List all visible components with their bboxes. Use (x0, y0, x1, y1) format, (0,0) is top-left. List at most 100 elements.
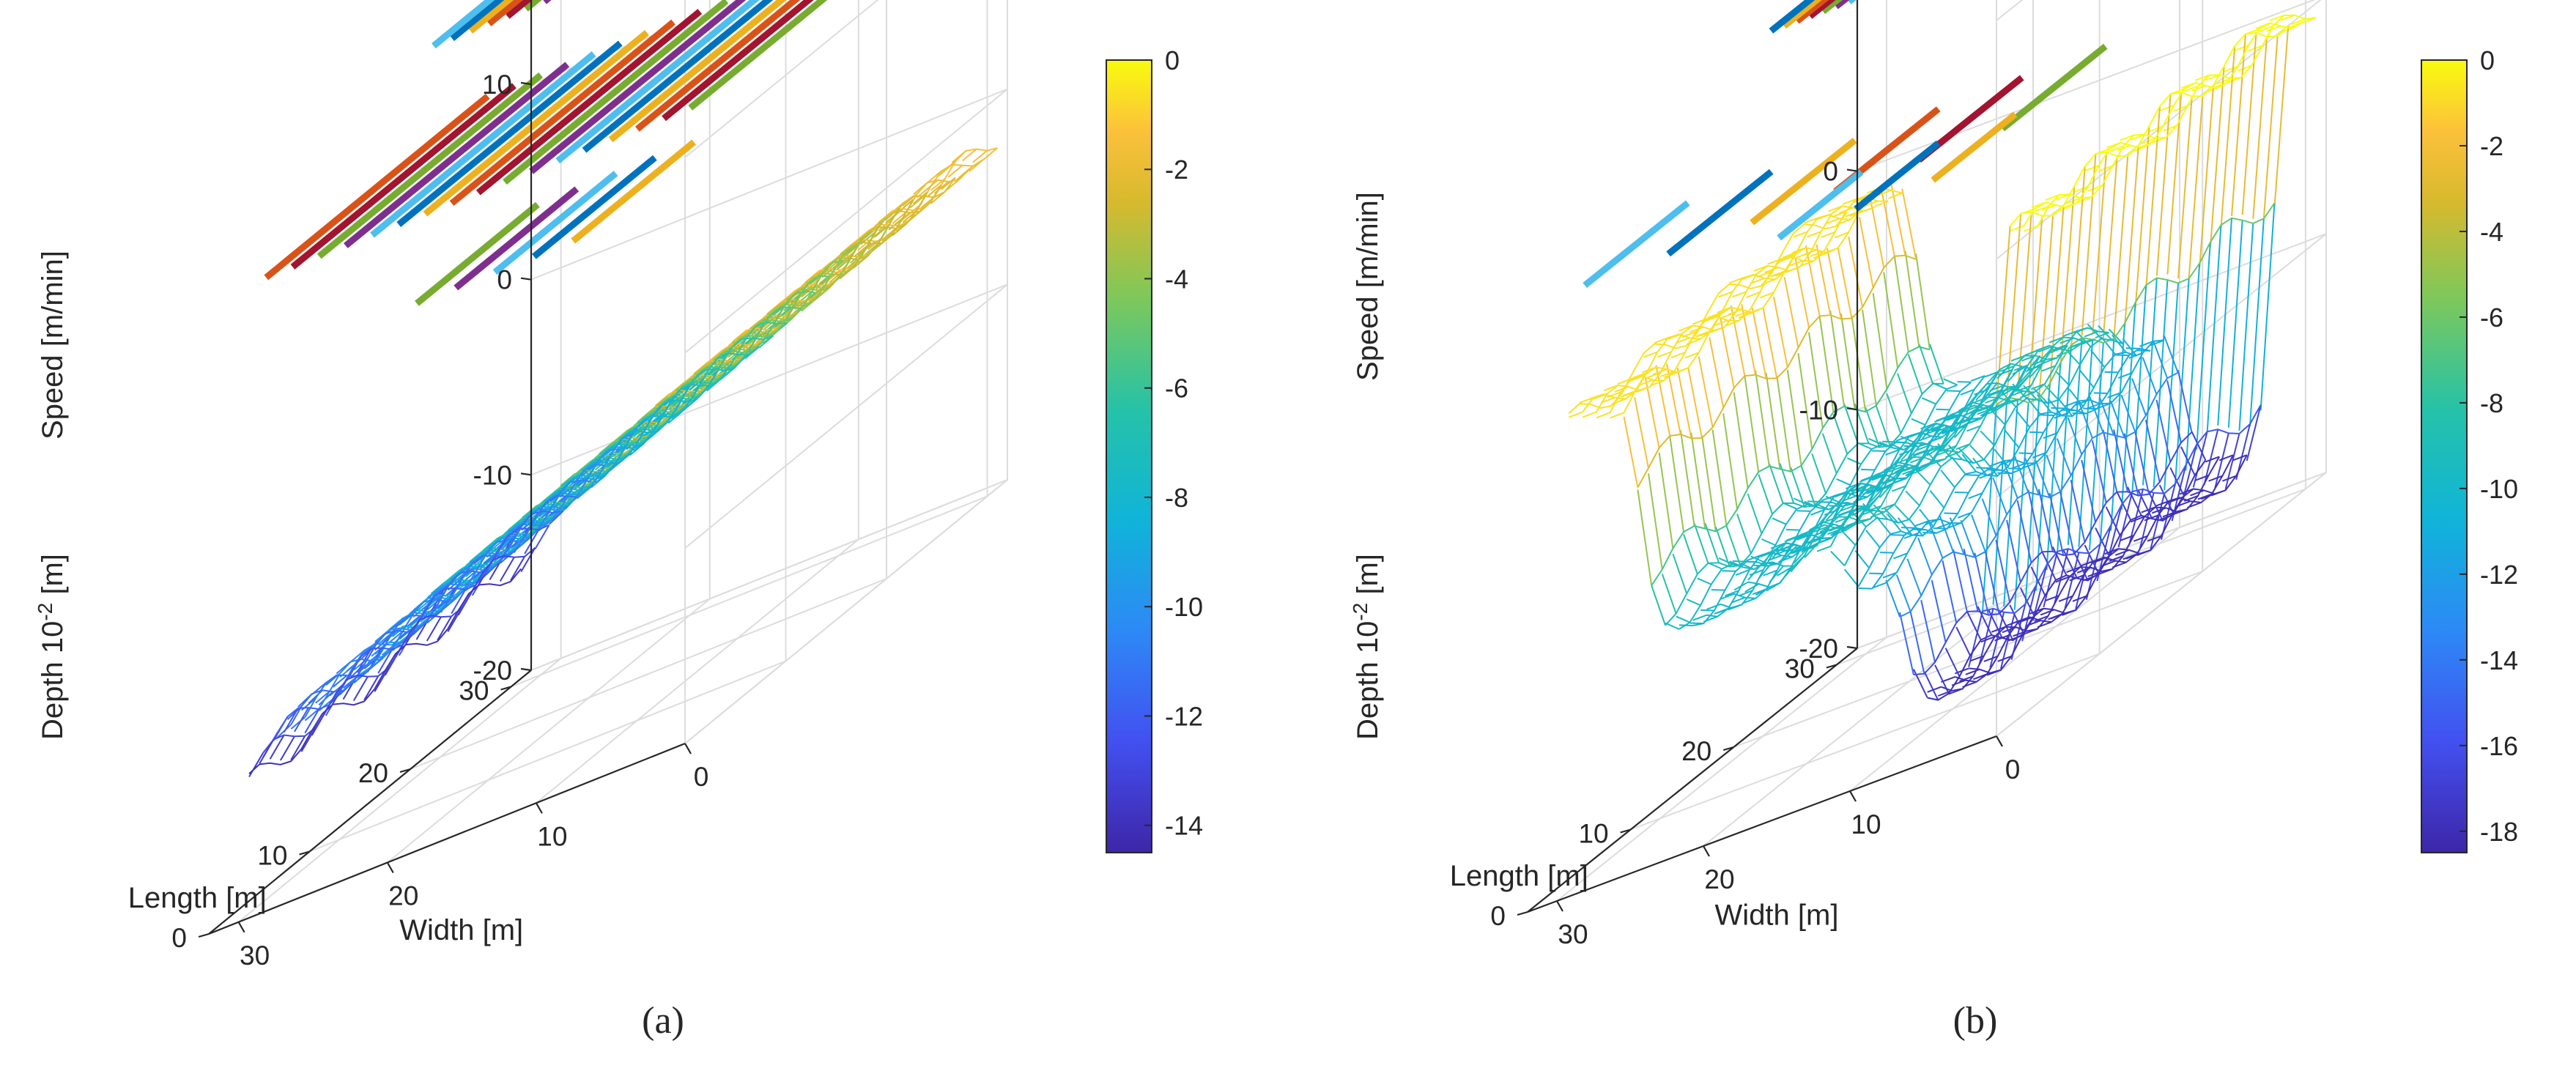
surface-mesh-segment (1657, 351, 1672, 358)
surface-mesh-segment (2056, 438, 2072, 476)
surface-mesh-segment (1984, 551, 2000, 615)
surface-mesh-segment (1818, 316, 1835, 412)
surface-mesh-segment (1698, 356, 1714, 428)
z-tick-label: 0 (1823, 157, 1838, 187)
surface-mesh-segment (2102, 429, 2118, 492)
surface-mesh-segment (1644, 377, 1660, 448)
surface-mesh-segment (1824, 516, 1839, 523)
surface-mesh-segment (1821, 231, 1835, 238)
surface-mesh-segment (2057, 344, 2073, 553)
surface-mesh-segment (1755, 370, 1770, 467)
surface-mesh-segment (1697, 577, 1712, 585)
surface-mesh-segment (1869, 196, 1885, 268)
surface-mesh-segment (1868, 488, 1884, 504)
surface-mesh-segment (1623, 416, 1639, 488)
z-tick (1846, 407, 1858, 411)
surface-mesh-segment (2131, 378, 2147, 416)
surface-mesh-segment (1731, 596, 1746, 604)
surface-mesh-segment (1961, 453, 1977, 472)
surface-mesh-segment (972, 149, 988, 163)
surface-mesh-segment (2227, 220, 2243, 428)
surface-mesh-segment (1837, 248, 1853, 319)
x-gridline (387, 0, 711, 864)
surface-mesh-segment (1915, 470, 1931, 486)
surface-mesh-segment (696, 366, 711, 379)
surface-mesh-segment (1911, 418, 1926, 426)
speed-line (423, 30, 649, 217)
surface-mesh-segment (2116, 491, 2132, 521)
z-label-depth-unit: [m] (1352, 554, 1384, 603)
surface-mesh-segment (1865, 530, 1881, 548)
y-tick-label: 10 (1578, 819, 1608, 849)
surface-mesh-segment (1906, 558, 1922, 596)
speed-line (1834, 0, 1850, 10)
surface-mesh-segment (2182, 444, 2197, 501)
surface-mesh-segment (534, 524, 550, 549)
surface-mesh-segment (2088, 342, 2104, 551)
surface-mesh-segment (1808, 332, 1824, 429)
colorbar-tick-label: -2 (1165, 155, 1188, 185)
surface-mesh-segment (2192, 431, 2208, 488)
surface-mesh-segment (1874, 200, 1889, 207)
surface-mesh-segment (2266, 25, 2281, 32)
surface-mesh-segment (1810, 508, 1825, 516)
surface-mesh-segment (2232, 454, 2248, 461)
surface-mesh-segment (927, 184, 942, 198)
surface-mesh-segment (1875, 405, 1891, 446)
speed-line (571, 139, 697, 244)
y-tick-label: 20 (1681, 736, 1711, 766)
surface-mesh-segment (1893, 552, 1908, 560)
speed-line (415, 201, 540, 306)
surface-mesh-segment (1693, 523, 1709, 564)
y-tick-label: 20 (358, 758, 388, 788)
surface-mesh-segment (1858, 217, 1874, 288)
surface-mesh-segment (2030, 383, 2046, 390)
z-label-depth-exponent: -2 (1349, 603, 1372, 621)
surface-mesh-segment (1718, 557, 1733, 565)
surface-mesh-segment (2073, 552, 2089, 581)
speed-line (475, 9, 703, 196)
surface-mesh-segment (2013, 455, 2029, 493)
surface-mesh-segment (548, 511, 564, 525)
surface-mesh-segment (478, 555, 495, 568)
surface-mesh-segment (2012, 366, 2027, 375)
surface-mesh-segment (815, 287, 830, 300)
surface-mesh-line (1720, 371, 1999, 609)
surface-mesh-segment (1825, 218, 1840, 225)
surface-mesh-segment (947, 165, 963, 178)
surface-mesh-segment (1842, 494, 1857, 502)
surface-mesh-segment (290, 735, 306, 760)
y-axis-label: Length [m] (1450, 860, 1588, 892)
surface-mesh-segment (1894, 504, 1910, 521)
surface-mesh-segment (2120, 394, 2136, 432)
surface-mesh-segment (1998, 611, 2014, 641)
surface-mesh-line (1843, 338, 2123, 566)
surface-mesh-segment (2205, 456, 2220, 463)
surface-mesh-line (1665, 382, 1944, 626)
surface-mesh-segment (1939, 514, 1954, 552)
surface-mesh-segment (961, 148, 977, 162)
surface-mesh-segment (1978, 608, 1994, 665)
surface-mesh-segment (388, 630, 404, 644)
surface-mesh-segment (1912, 449, 1928, 456)
surface-mesh-segment (2147, 535, 2162, 542)
surface-mesh-segment (1660, 370, 1675, 377)
surface-mesh-segment (1670, 352, 1686, 359)
surface-mesh-segment (2217, 218, 2233, 426)
surface-mesh-segment (2010, 355, 2026, 362)
surface-mesh-line (1857, 351, 2137, 587)
surface-mesh-segment (2048, 336, 2064, 344)
surface-mesh-segment (1893, 256, 1909, 352)
surface-mesh-segment (1865, 407, 1881, 448)
surface-mesh-segment (2051, 344, 2067, 352)
surface-mesh-segment (758, 335, 774, 349)
surface-mesh-segment (451, 589, 467, 615)
y-tick (1620, 828, 1631, 834)
surface-mesh-segment (2059, 492, 2075, 555)
surface-mesh-segment (1858, 587, 1873, 590)
surface-mesh-segment (2191, 84, 2207, 92)
surface-mesh-segment (1749, 569, 1764, 576)
surface-mesh-line (1679, 384, 1958, 630)
surface-mesh-segment (2139, 492, 2155, 549)
surface-mesh-segment (1929, 490, 1945, 508)
